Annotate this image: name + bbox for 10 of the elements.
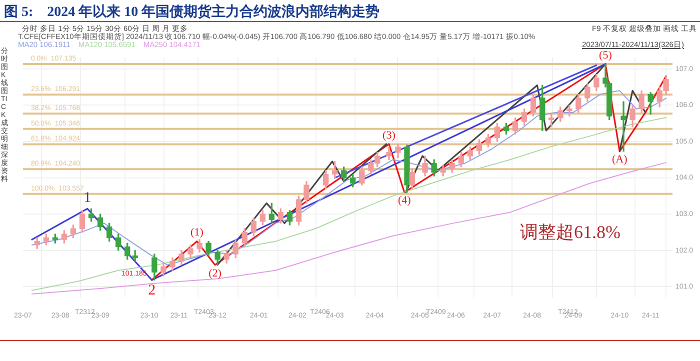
annotation: (2) — [208, 267, 222, 280]
annotation: 2 — [148, 282, 156, 298]
annotation: (5) — [599, 49, 612, 62]
annotation: (4) — [398, 194, 412, 207]
annotation: (1) — [190, 226, 204, 239]
annotation: 1 — [84, 190, 92, 206]
annotation: (A) — [612, 154, 628, 166]
annotation: (3) — [382, 129, 396, 142]
chart-title: 图 5: 2024 年以来 10 年国债期货主力合约波浪内部结构走势 — [4, 3, 380, 21]
annotation: 调整超61.8% — [520, 221, 620, 244]
